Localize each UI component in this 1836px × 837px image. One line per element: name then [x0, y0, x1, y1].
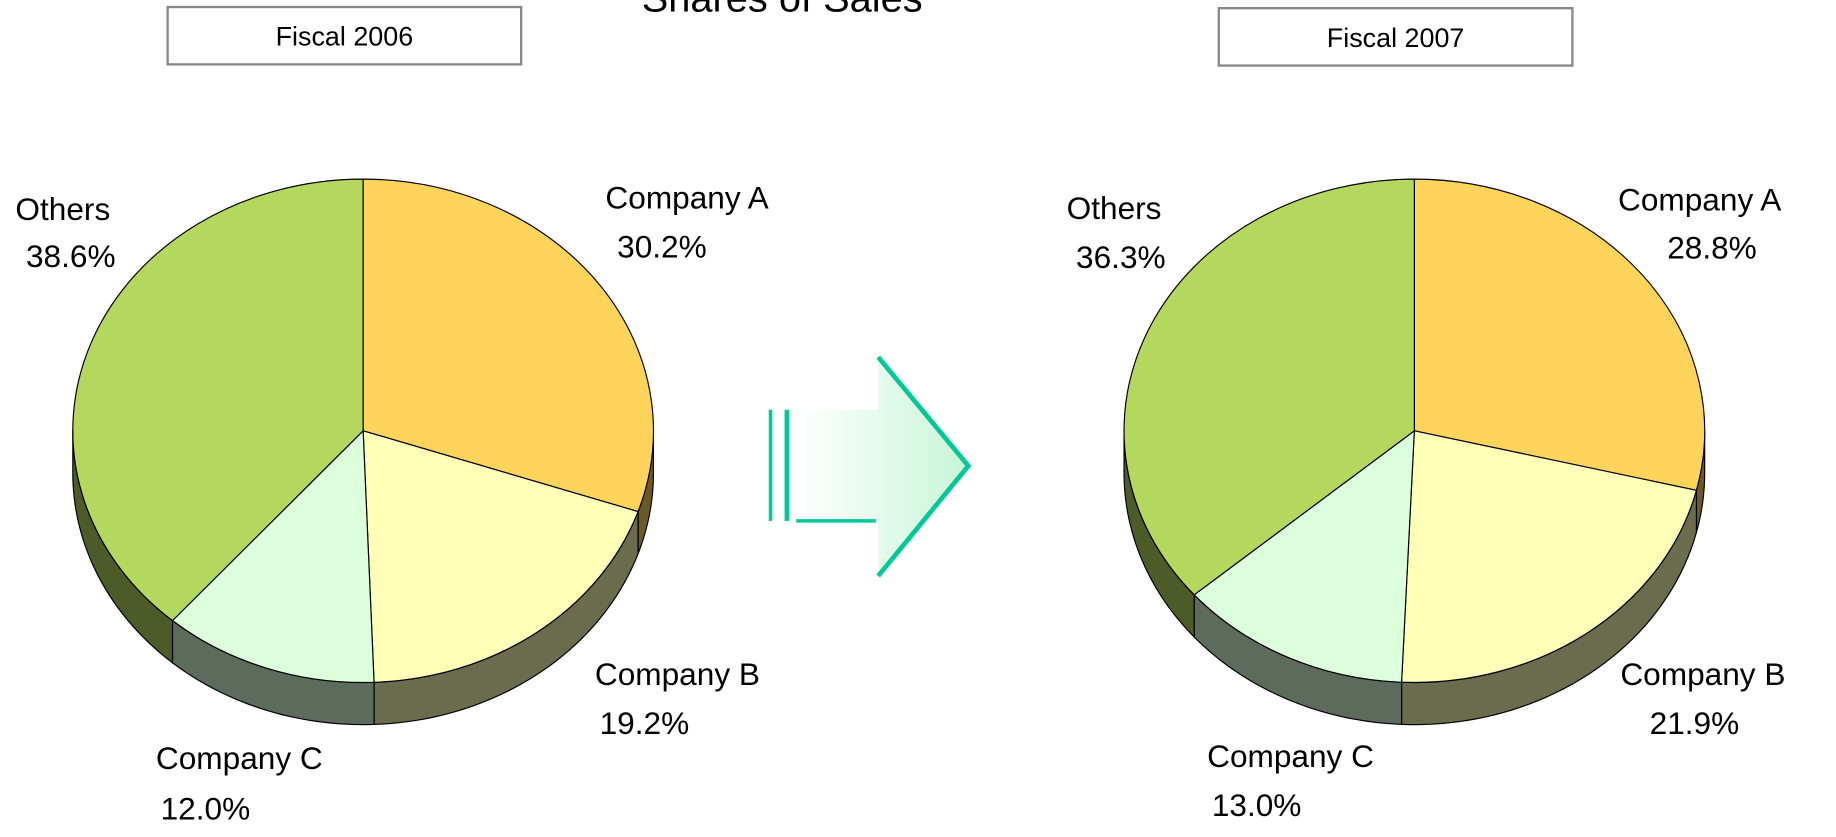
arrow — [768, 355, 972, 578]
slice — [362, 178, 654, 513]
chart-title: Shares of Sales — [642, 0, 923, 21]
subtitle: Fiscal 2007 — [1327, 23, 1465, 53]
slice — [72, 178, 364, 622]
pie — [1123, 178, 1706, 726]
slice-label: Company B — [1620, 656, 1785, 692]
slice-label: Others — [1067, 190, 1162, 226]
slice — [1413, 178, 1706, 492]
slice — [171, 429, 375, 684]
slice-value-label: 30.2% — [617, 229, 707, 265]
slice-value-label: 38.6% — [26, 238, 116, 274]
slice-label: Company B — [595, 656, 760, 692]
subtitle: Fiscal 2006 — [276, 22, 414, 52]
subtitle-box — [1217, 7, 1574, 67]
slice — [1400, 430, 1698, 684]
slice-value-label: 28.8% — [1667, 230, 1757, 266]
slice-value-label: 19.2% — [600, 705, 690, 741]
subtitle-box — [166, 5, 523, 66]
slice-value-label: 12.0% — [161, 790, 251, 826]
slice-label: Company C — [156, 740, 323, 776]
slice — [1193, 429, 1415, 683]
pie — [72, 178, 655, 726]
slice-label: Company A — [605, 179, 769, 215]
slice-label: Company A — [1618, 182, 1782, 218]
slice-label: Company C — [1207, 738, 1374, 774]
slice-value-label: 36.3% — [1076, 239, 1166, 275]
slice — [1123, 178, 1415, 596]
slice-label: Others — [15, 191, 110, 227]
slice-value-label: 13.0% — [1212, 787, 1302, 823]
slice — [362, 429, 639, 683]
slice-value-label: 21.9% — [1650, 705, 1740, 741]
